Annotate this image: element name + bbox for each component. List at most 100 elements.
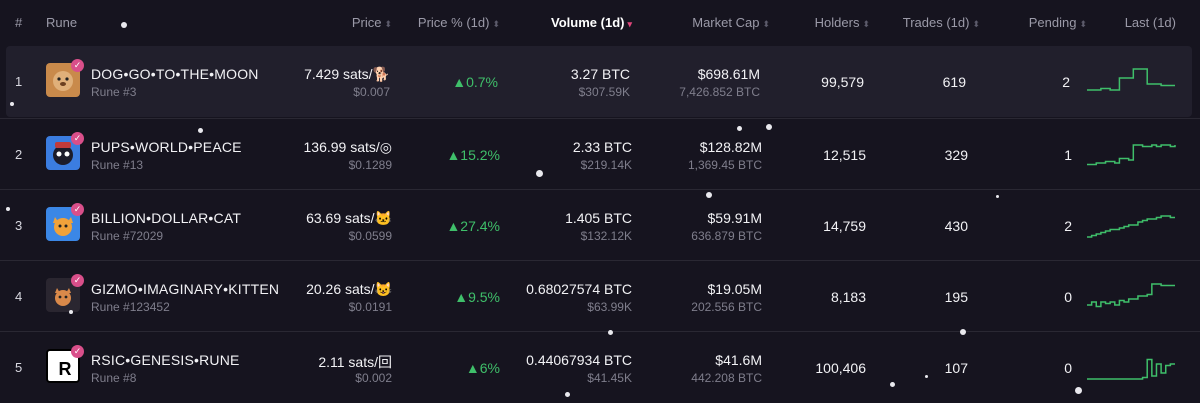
volume-btc: 2.33 BTC bbox=[572, 139, 632, 155]
decorative-dot bbox=[766, 124, 772, 130]
rune-logo-icon bbox=[53, 71, 73, 91]
row-index: 2 bbox=[15, 147, 23, 162]
rune-id: Rune #8 bbox=[91, 371, 137, 385]
decorative-dot bbox=[10, 102, 14, 106]
sparkline-path bbox=[1087, 283, 1175, 308]
price-usd: $0.1289 bbox=[348, 158, 392, 172]
price-usd: $0.0599 bbox=[348, 229, 392, 243]
header-market-cap[interactable]: Market Cap ⬍ bbox=[692, 15, 770, 30]
market-cap-usd: $59.91M bbox=[707, 210, 762, 226]
rune-name[interactable]: GIZMO•IMAGINARY•KITTEN bbox=[91, 281, 280, 297]
price-sats: 136.99 sats/◎ bbox=[303, 139, 393, 155]
sparkline-chart bbox=[1087, 215, 1175, 238]
volume-usd: $307.59K bbox=[578, 85, 630, 99]
row-index: 1 bbox=[15, 74, 23, 89]
price-change: ▲0.7% bbox=[452, 74, 498, 90]
sort-desc-icon: ▾ bbox=[627, 19, 632, 29]
decorative-dot bbox=[996, 195, 999, 198]
market-cap-btc: 636.879 BTC bbox=[691, 229, 762, 243]
sparkline-chart bbox=[1087, 283, 1175, 308]
volume-btc: 0.44067934 BTC bbox=[526, 352, 632, 368]
decorative-dot bbox=[925, 375, 928, 378]
pending-count: 2 bbox=[1064, 218, 1072, 234]
sparkline-path bbox=[1087, 68, 1175, 91]
decorative-dot bbox=[69, 310, 73, 314]
market-cap-usd: $698.61M bbox=[697, 66, 760, 82]
table-row[interactable]: 5 R ✓ RSIC•GENESIS•RUNE Rune #8 2.11 sat… bbox=[0, 331, 1200, 403]
header-holders[interactable]: Holders ⬍ bbox=[814, 15, 870, 30]
market-cap-usd: $41.6M bbox=[715, 352, 762, 368]
rune-id: Rune #3 bbox=[91, 85, 137, 99]
price-usd: $0.0191 bbox=[348, 300, 392, 314]
market-cap-btc: 1,369.45 BTC bbox=[687, 158, 762, 172]
price-change: ▲6% bbox=[465, 360, 500, 376]
header-trades[interactable]: Trades (1d) ⬍ bbox=[902, 15, 980, 30]
header-volume[interactable]: Volume (1d) ▾ bbox=[551, 15, 632, 30]
decorative-dot bbox=[6, 207, 10, 211]
holders-count: 8,183 bbox=[830, 289, 866, 305]
verified-badge-icon: ✓ bbox=[71, 132, 84, 145]
sparkline-path bbox=[1087, 144, 1176, 166]
market-cap-btc: 7,426.852 BTC bbox=[679, 85, 760, 99]
rune-id: Rune #72029 bbox=[91, 229, 164, 243]
price-sats: 20.26 sats/😺 bbox=[306, 281, 392, 297]
trades-count: 329 bbox=[944, 147, 968, 163]
header-price[interactable]: Price ⬍ bbox=[351, 15, 392, 30]
volume-usd: $41.45K bbox=[587, 371, 632, 385]
volume-usd: $219.14K bbox=[580, 158, 632, 172]
decorative-dot bbox=[737, 126, 742, 131]
price-change: ▲15.2% bbox=[446, 147, 500, 163]
trades-count: 619 bbox=[942, 74, 966, 90]
header-pending[interactable]: Pending ⬍ bbox=[1028, 15, 1087, 30]
verified-badge-icon: ✓ bbox=[71, 345, 84, 358]
holders-count: 14,759 bbox=[823, 218, 866, 234]
table-row[interactable]: 3 ✓ BILLION•DOLLAR•CAT Rune #72029 63.69… bbox=[0, 189, 1200, 261]
sparkline-chart bbox=[1087, 358, 1175, 380]
holders-count: 100,406 bbox=[815, 360, 866, 376]
row-index: 4 bbox=[15, 289, 23, 304]
price-sats: 2.11 sats/回 bbox=[318, 354, 392, 370]
table-row[interactable]: 2 ✓ PUPS•WORLD•PEACE Rune #13 136.99 sat… bbox=[0, 118, 1200, 190]
volume-usd: $132.12K bbox=[580, 229, 632, 243]
rune-name[interactable]: DOG•GO•TO•THE•MOON bbox=[91, 66, 259, 82]
decorative-dot bbox=[536, 170, 543, 177]
price-change: ▲27.4% bbox=[446, 218, 500, 234]
table-row[interactable]: 1 ✓ DOG•GO•TO•THE•MOON Rune #3 7.429 sat… bbox=[6, 46, 1192, 117]
decorative-dot bbox=[565, 392, 570, 397]
verified-badge-icon: ✓ bbox=[71, 274, 84, 287]
pending-count: 0 bbox=[1064, 360, 1072, 376]
row-index: 3 bbox=[15, 218, 23, 233]
price-usd: $0.007 bbox=[353, 85, 390, 99]
header-last: Last (1d) bbox=[1124, 15, 1176, 30]
decorative-dot bbox=[960, 329, 966, 335]
price-usd: $0.002 bbox=[355, 371, 392, 385]
price-change: ▲9.5% bbox=[454, 289, 500, 305]
market-cap-usd: $19.05M bbox=[707, 281, 762, 297]
rune-name[interactable]: BILLION•DOLLAR•CAT bbox=[91, 210, 242, 226]
price-sats: 63.69 sats/🐱 bbox=[306, 210, 392, 226]
table-row[interactable]: 4 ✓ GIZMO•IMAGINARY•KITTEN Rune #123452 … bbox=[0, 260, 1200, 332]
sparkline-chart bbox=[1087, 68, 1175, 91]
sort-icon: ⬍ bbox=[762, 19, 770, 29]
rune-name[interactable]: RSIC•GENESIS•RUNE bbox=[91, 352, 240, 368]
pending-count: 2 bbox=[1062, 74, 1070, 90]
rune-logo-icon bbox=[53, 217, 73, 236]
sparkline-path bbox=[1087, 215, 1175, 238]
decorative-dot bbox=[1075, 387, 1082, 394]
trades-count: 107 bbox=[944, 360, 968, 376]
header-index: # bbox=[15, 15, 23, 30]
table-header: # Rune Price ⬍ Price % (1d) ⬍ Volume (1d) ▾… bbox=[0, 0, 1200, 44]
sort-icon: ⬍ bbox=[492, 19, 500, 29]
sort-icon: ⬍ bbox=[972, 19, 980, 29]
volume-btc: 1.405 BTC bbox=[565, 210, 632, 226]
header-rune[interactable]: Rune bbox=[46, 15, 78, 30]
market-cap-btc: 202.556 BTC bbox=[691, 300, 762, 314]
verified-badge-icon: ✓ bbox=[71, 203, 84, 216]
header-price-pct[interactable]: Price % (1d) ⬍ bbox=[417, 15, 500, 30]
price-sats: 7.429 sats/🐕 bbox=[304, 66, 390, 82]
trades-count: 430 bbox=[944, 218, 968, 234]
volume-btc: 0.68027574 BTC bbox=[526, 281, 632, 297]
decorative-dot bbox=[121, 22, 127, 28]
rune-name[interactable]: PUPS•WORLD•PEACE bbox=[91, 139, 242, 155]
decorative-dot bbox=[198, 128, 203, 133]
